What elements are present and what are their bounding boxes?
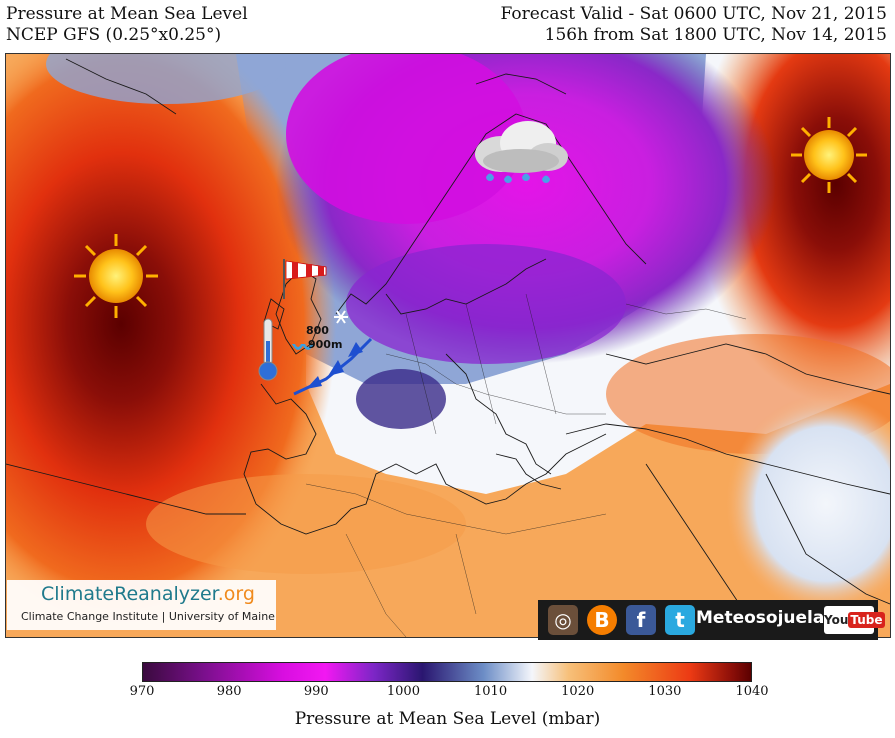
sun-icon	[791, 117, 867, 193]
borders	[305, 293, 747, 637]
colorbar-label: Pressure at Mean Sea Level (mbar)	[294, 709, 601, 729]
colorbar-tick: 1030	[648, 684, 682, 699]
level-800-label: 800	[306, 324, 329, 337]
blogger-icon[interactable]: B	[587, 605, 617, 635]
instagram-icon[interactable]: ◎	[548, 605, 578, 635]
colorbar-tick: 1010	[474, 684, 508, 699]
wind-arrows	[292, 344, 314, 350]
rain-cloud-icon	[475, 121, 568, 183]
forecast-valid: Forecast Valid - Sat 0600 UTC, Nov 21, 2…	[500, 4, 887, 24]
pressure-field: 800 900m	[6, 54, 890, 637]
credit-box: ClimateReanalyzer.org Climate Change Ins…	[7, 580, 276, 630]
credit-subtitle: Climate Change Institute | University of…	[21, 610, 275, 623]
colorbar-tick: 1020	[561, 684, 595, 699]
pressure-map: 800 900m	[5, 53, 891, 638]
header-right: Forecast Valid - Sat 0600 UTC, Nov 21, 2…	[501, 4, 887, 46]
cold-front-icon	[293, 337, 373, 396]
windsock-icon	[283, 259, 327, 299]
sun-icon	[74, 234, 158, 318]
thermometer-icon	[258, 318, 278, 381]
facebook-icon[interactable]: f	[626, 605, 656, 635]
level-900-label: 900m	[308, 338, 342, 351]
forecast-lead: 156h from Sat 1800 UTC, Nov 14, 2015	[544, 25, 887, 45]
twitter-icon[interactable]: t	[665, 605, 695, 635]
social-name: Meteosojuela	[696, 608, 825, 628]
colorbar-tick: 970	[129, 684, 155, 699]
colorbar	[142, 662, 752, 682]
snowflake-icon	[334, 310, 348, 324]
colorbar-tick: 1040	[735, 684, 769, 699]
map-title: Pressure at Mean Sea Level	[6, 4, 248, 24]
social-bar: ◎ B f t Meteosojuela You Tube	[538, 600, 885, 640]
colorbar-tick: 980	[216, 684, 242, 699]
model-label: NCEP GFS (0.25°x0.25°)	[6, 25, 222, 45]
header-left: Pressure at Mean Sea Level NCEP GFS (0.2…	[6, 4, 248, 46]
colorbar-tick: 990	[303, 684, 329, 699]
climate-reanalyzer-logo: ClimateReanalyzer.org	[41, 583, 255, 605]
colorbar-tick: 1000	[386, 684, 420, 699]
youtube-icon[interactable]: You Tube	[824, 606, 885, 634]
